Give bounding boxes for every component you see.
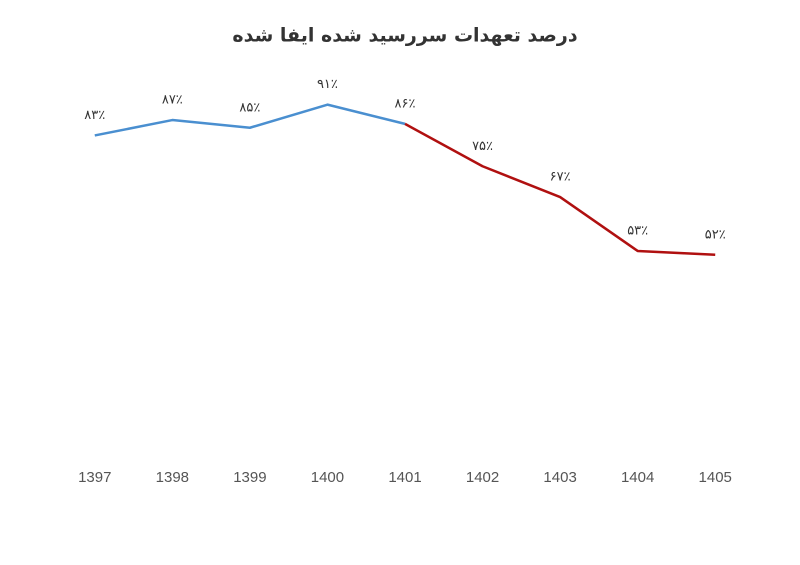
x-tick-label: 1399 <box>233 469 266 486</box>
x-tick-label: 1398 <box>156 469 189 486</box>
x-tick-label: 1400 <box>311 469 344 486</box>
x-tick-label: 1397 <box>78 469 111 486</box>
data-label: ۷۵٪ <box>472 139 493 154</box>
x-tick-label: 1403 <box>543 469 576 486</box>
data-label: ۶۷٪ <box>550 170 571 185</box>
x-tick-label: 1405 <box>699 469 732 486</box>
data-label: ۵۳٪ <box>627 223 648 238</box>
chart-title: درصد تعهدات سررسید شده ایفا شده <box>232 25 577 47</box>
data-label: ۸۶٪ <box>395 96 416 111</box>
data-label: ۸۳٪ <box>84 108 105 123</box>
data-label: ۹۱٪ <box>317 77 338 92</box>
x-tick-label: 1402 <box>466 469 499 486</box>
line <box>404 122 716 257</box>
x-tick-label: 1404 <box>621 469 654 486</box>
data-label: ۵۲٪ <box>705 227 726 242</box>
data-label: ۸۷٪ <box>162 93 183 108</box>
line <box>94 103 406 137</box>
x-tick-label: 1401 <box>388 469 421 486</box>
data-label: ۸۵٪ <box>239 100 260 115</box>
